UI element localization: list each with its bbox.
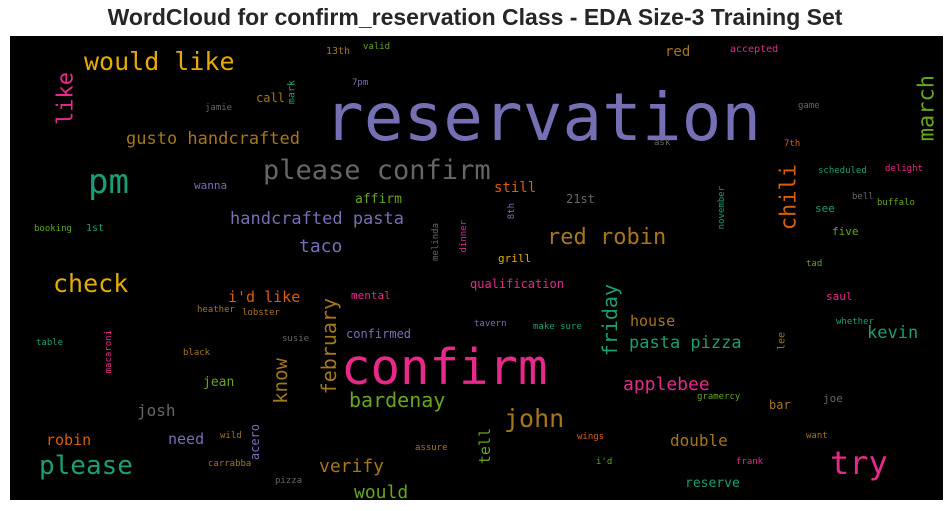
word-8th: 8th [507,203,517,219]
word-dinner: dinner [459,219,469,252]
word-tavern: tavern [474,319,507,329]
word-friday: friday [598,284,622,356]
word-november: november [717,185,727,229]
word-wings: wings [577,432,604,442]
word-buffalo: buffalo [877,198,915,208]
word-accepted: accepted [730,44,778,55]
word-mental: mental [351,289,391,302]
word-bar: bar [769,398,791,412]
word-macaroni: macaroni [104,330,114,373]
word-wild: wild [220,431,242,441]
word-delight: delight [885,164,923,174]
word-21st: 21st [566,192,595,206]
word-check: check [53,269,128,298]
word-13th: 13th [326,46,350,57]
word-would-like: would like [84,47,235,76]
word-jamie: jamie [205,103,232,113]
word-would: would [354,482,408,500]
word-please: please [39,451,133,481]
word-handcrafted-pasta: handcrafted pasta [230,209,404,229]
word-7pm: 7pm [352,78,368,88]
word-mark: mark [287,80,298,104]
word-josh: josh [137,401,176,420]
word-grill: grill [498,252,531,265]
word-joe: joe [823,392,843,405]
word-john: john [504,404,564,433]
word-tell: tell [476,428,494,464]
word-taco: taco [299,236,342,257]
word-scheduled: scheduled [818,166,867,176]
word-affirm: affirm [355,192,402,207]
word-jean: jean [203,375,234,390]
word-ask: ask [654,138,671,148]
word-reservation: reservation [324,79,761,156]
word-melinda: melinda [431,223,441,261]
word-table: table [36,338,63,348]
word-house: house [630,312,675,330]
word-confirm: confirm [341,339,548,396]
word-verify: verify [319,456,384,477]
word-confirmed: confirmed [346,327,411,341]
word-bell: bell [852,192,874,202]
word-bardenay: bardenay [349,388,445,412]
word-february: february [317,298,341,394]
word-want: want [806,431,828,441]
word-whether: whether [836,317,875,327]
word-carrabba: carrabba [208,459,251,469]
word-make-sure: make sure [533,322,582,332]
word-pasta-pizza: pasta pizza [629,333,742,353]
word-try: try [830,444,888,482]
word-tad: tad [806,259,822,269]
word-please-confirm: please confirm [263,155,491,186]
word-1st: 1st [86,223,104,234]
word-7th: 7th [784,139,800,149]
word-i-d: i'd [596,457,612,467]
word-saul: saul [826,290,853,303]
word-chili: chili [777,164,802,230]
word-frank: frank [736,457,764,467]
word-reserve: reserve [685,476,740,491]
word-call: call [256,91,285,105]
word-lobster: lobster [242,308,281,318]
word-gusto-handcrafted: gusto handcrafted [126,129,300,149]
word-know: know [270,357,292,403]
word-booking: booking [34,224,72,234]
word-red: red [665,44,690,60]
word-gramercy: gramercy [697,392,741,402]
word-pm: pm [88,162,129,202]
word-see: see [815,202,835,215]
word-like: like [54,72,79,125]
word-applebee: applebee [623,374,710,395]
word-five: five [832,225,859,238]
word-wanna: wanna [194,179,227,192]
word-still: still [494,180,536,196]
word-heather: heather [197,305,236,315]
word-black: black [183,348,211,358]
word-valid: valid [363,42,390,52]
word-game: game [798,101,820,111]
word-i-d-like: i'd like [228,288,300,306]
word-qualification: qualification [470,277,564,291]
word-pizza: pizza [275,476,302,486]
word-assure: assure [415,443,448,453]
word-need: need [168,430,204,448]
word-march: march [915,75,940,141]
word-lee: lee [777,332,788,350]
word-double: double [670,431,728,450]
word-red-robin: red robin [547,225,666,250]
word-kevin: kevin [867,323,918,343]
word-robin: robin [46,431,91,449]
word-susie: susie [282,334,309,344]
chart-title: WordCloud for confirm_reservation Class … [107,4,843,30]
word-acero: acero [248,424,262,460]
wordcloud-canvas: reservation confirm pm try please confirm ple… [10,36,943,500]
